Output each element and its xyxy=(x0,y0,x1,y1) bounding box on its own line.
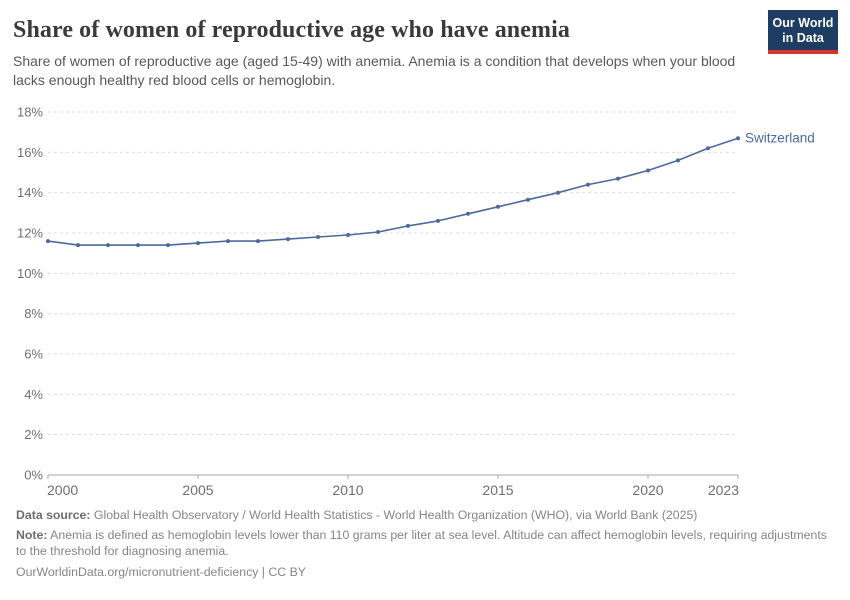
data-point[interactable] xyxy=(436,218,440,223)
page-title: Share of women of reproductive age who h… xyxy=(13,17,570,43)
data-source-line: Data source: Global Health Observatory /… xyxy=(16,507,838,523)
y-tick-label: 10% xyxy=(17,266,43,281)
data-point[interactable] xyxy=(226,239,230,244)
data-point[interactable] xyxy=(406,223,410,228)
data-point[interactable] xyxy=(46,239,50,244)
data-point[interactable] xyxy=(376,230,380,234)
y-tick-label: 0% xyxy=(24,468,43,483)
y-tick-label: 16% xyxy=(17,145,43,160)
y-tick-label: 2% xyxy=(24,427,43,442)
note-text: Anemia is defined as hemoglobin levels l… xyxy=(16,527,827,558)
data-point[interactable] xyxy=(706,146,710,151)
data-point[interactable] xyxy=(646,168,650,173)
x-tick-label: 2010 xyxy=(332,482,363,498)
data-point[interactable] xyxy=(286,237,290,242)
x-tick-label: 2005 xyxy=(182,482,213,498)
y-tick-label: 6% xyxy=(24,347,43,362)
chart-subtitle: Share of women of reproductive age (aged… xyxy=(13,53,736,88)
data-point[interactable] xyxy=(256,239,260,244)
series-label: Switzerland xyxy=(745,131,815,146)
x-tick-label: 2000 xyxy=(47,482,78,498)
data-point[interactable] xyxy=(616,176,620,181)
footer-url-line: OurWorldinData.org/micronutrient-deficie… xyxy=(16,564,838,580)
data-point[interactable] xyxy=(496,204,500,209)
y-tick-label: 8% xyxy=(24,306,43,321)
data-point[interactable] xyxy=(316,235,320,239)
chart-footer: Data source: Global Health Observatory /… xyxy=(16,507,838,583)
data-point[interactable] xyxy=(76,243,80,248)
x-tick-label: 2020 xyxy=(632,482,663,498)
data-point[interactable] xyxy=(586,182,590,187)
owid-logo-line2: in Data xyxy=(782,30,824,45)
x-tick-label: 2023 xyxy=(708,482,739,498)
data-point[interactable] xyxy=(346,233,350,237)
data-source-label: Data source: xyxy=(16,508,91,522)
data-point[interactable] xyxy=(556,190,560,195)
data-point[interactable] xyxy=(136,243,140,248)
y-tick-label: 4% xyxy=(24,387,43,402)
y-tick-label: 14% xyxy=(17,185,43,200)
data-point[interactable] xyxy=(676,158,680,163)
data-source-text: Global Health Observatory / World Health… xyxy=(93,508,698,522)
note-line: Note: Anemia is defined as hemoglobin le… xyxy=(16,527,838,559)
y-tick-label: 12% xyxy=(17,226,43,241)
data-point[interactable] xyxy=(196,241,200,246)
owid-url-link[interactable]: OurWorldinData.org/micronutrient-deficie… xyxy=(16,564,306,579)
series-line[interactable] xyxy=(47,137,739,246)
owid-logo[interactable]: Our World in Data xyxy=(768,10,838,54)
data-point[interactable] xyxy=(526,197,530,202)
y-tick-label: 18% xyxy=(17,105,43,120)
owid-logo-line1: Our World xyxy=(772,16,834,30)
data-point[interactable] xyxy=(736,136,740,141)
data-point[interactable] xyxy=(466,211,470,216)
data-point[interactable] xyxy=(166,243,170,248)
data-point[interactable] xyxy=(106,243,110,248)
note-label: Note: xyxy=(16,527,48,542)
x-tick-label: 2015 xyxy=(482,482,513,498)
